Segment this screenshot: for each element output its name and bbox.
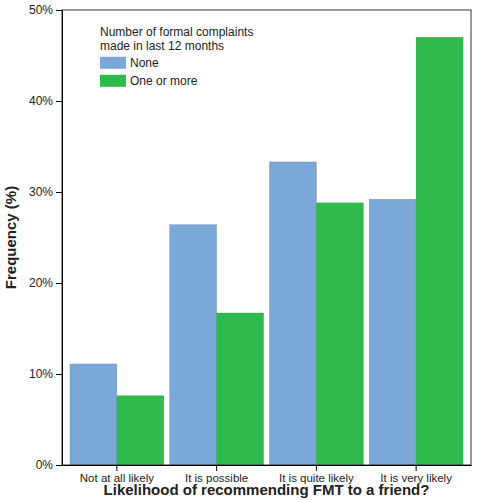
bar-series — [70, 162, 416, 465]
y-tick-mark — [56, 192, 62, 193]
y-axis-line — [62, 11, 63, 466]
y-tick-mark — [56, 465, 62, 466]
bar — [316, 203, 363, 465]
y-tick: 40% — [29, 94, 62, 108]
legend-item: None — [100, 56, 159, 70]
legend-item: One or more — [100, 74, 198, 88]
y-tick-label: 0% — [36, 458, 54, 472]
bar — [117, 396, 164, 465]
y-tick: 10% — [29, 367, 62, 381]
y-tick-label: 20% — [29, 276, 53, 290]
bars — [70, 37, 463, 465]
x-axis-title: Likelihood of recommending FMT to a frie… — [104, 481, 430, 498]
plot: 0%10%20%30%40%50%Not at all likelyIt is … — [29, 3, 472, 484]
bar — [217, 313, 264, 465]
y-tick: 30% — [29, 185, 62, 199]
legend-swatch — [100, 75, 126, 87]
bar-series — [117, 37, 463, 465]
x-tick-mark — [116, 465, 117, 471]
chart: 0%10%20%30%40%50%Not at all likelyIt is … — [0, 0, 479, 500]
y-tick-mark — [56, 10, 62, 11]
y-tick: 20% — [29, 276, 62, 290]
y-tick: 0% — [36, 458, 62, 472]
y-tick-mark — [56, 283, 62, 284]
legend-title: Number of formal complaintsmade in last … — [100, 25, 253, 53]
y-tick-label: 10% — [29, 367, 53, 381]
y-tick-label: 40% — [29, 94, 53, 108]
bar — [369, 199, 416, 465]
bar — [70, 364, 117, 465]
legend-label: One or more — [130, 74, 198, 88]
bar — [170, 225, 217, 465]
y-tick-label: 50% — [29, 3, 53, 17]
y-tick-mark — [56, 101, 62, 102]
legend-swatch — [100, 57, 126, 69]
y-axis-title: Frequency (%) — [2, 186, 19, 289]
y-axis: 0% 10% 20% 30% 40% 50% — [29, 3, 63, 472]
x-tick-mark — [216, 465, 217, 471]
legend-label: None — [130, 56, 159, 70]
x-tick-mark — [316, 465, 317, 471]
x-tick-mark — [416, 465, 417, 471]
y-tick: 50% — [29, 3, 62, 17]
legend: Number of formal complaintsmade in last … — [100, 25, 253, 88]
y-tick-mark — [56, 374, 62, 375]
bar — [416, 37, 463, 465]
x-axis-line — [63, 465, 472, 466]
bar — [269, 162, 316, 465]
plot-frame — [62, 10, 471, 465]
y-tick-label: 30% — [29, 185, 53, 199]
